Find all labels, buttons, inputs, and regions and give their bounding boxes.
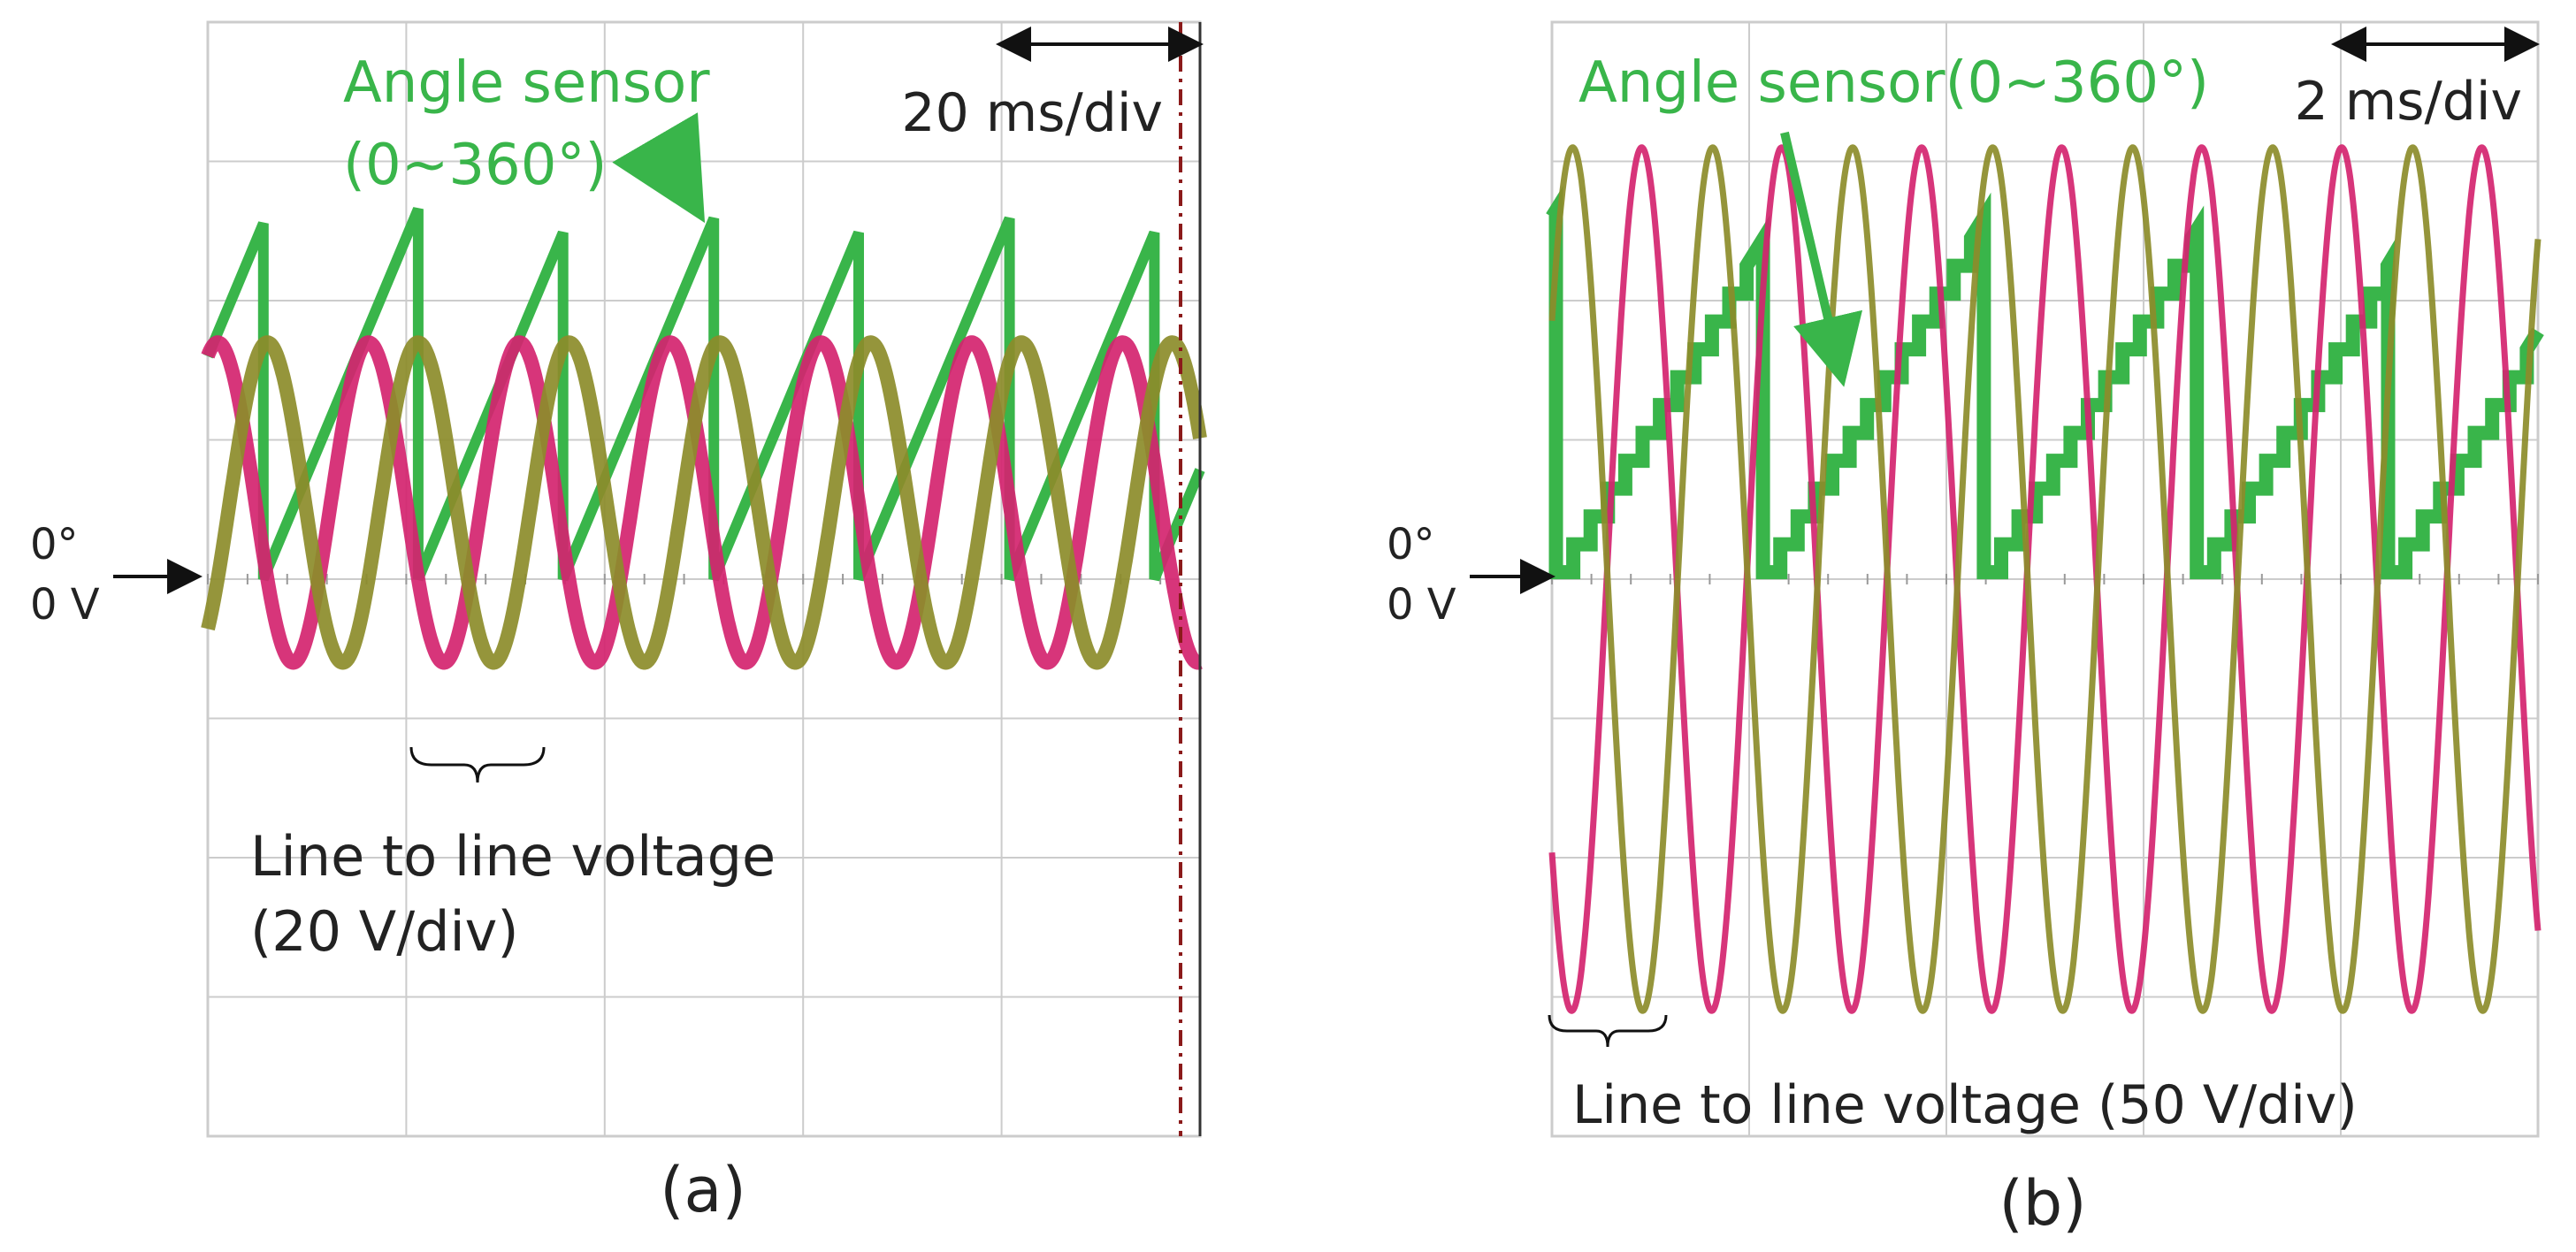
brace-b: [1549, 1015, 1666, 1047]
panel-label-a: (a): [660, 1154, 746, 1226]
angle-annotation-a-line1: Angle sensor: [343, 50, 710, 116]
series-group-a: [208, 209, 1200, 662]
timebase-label-a: 20 ms/div: [901, 82, 1163, 144]
zero-volt-label-b: 0 V: [1387, 580, 1456, 630]
panel-b: 2 ms/div Angle sensor(0~360°) Line to li…: [1387, 22, 2538, 1240]
voltage-annotation-a-line1: Line to line voltage: [250, 824, 776, 889]
angle-pointer-a: [661, 149, 699, 212]
brace-a: [411, 747, 544, 782]
voltage-annotation-a-line2: (20 V/div): [250, 899, 519, 964]
angle-pointer-b: [1785, 133, 1842, 378]
timebase-label-b: 2 ms/div: [2295, 71, 2522, 133]
zero-deg-label-b: 0°: [1387, 520, 1435, 569]
zero-deg-label-a: 0°: [30, 520, 79, 569]
zero-volt-label-a: 0 V: [30, 580, 100, 630]
panel-a: 20 ms/div Angle sensor (0~360°) Line to …: [30, 22, 1200, 1226]
angle-annotation-b: Angle sensor(0~360°): [1578, 50, 2209, 116]
angle-annotation-a-line2: (0~360°): [343, 133, 607, 198]
panel-label-b: (b): [1999, 1167, 2086, 1240]
voltage-annotation-b: Line to line voltage (50 V/div): [1572, 1074, 2358, 1136]
